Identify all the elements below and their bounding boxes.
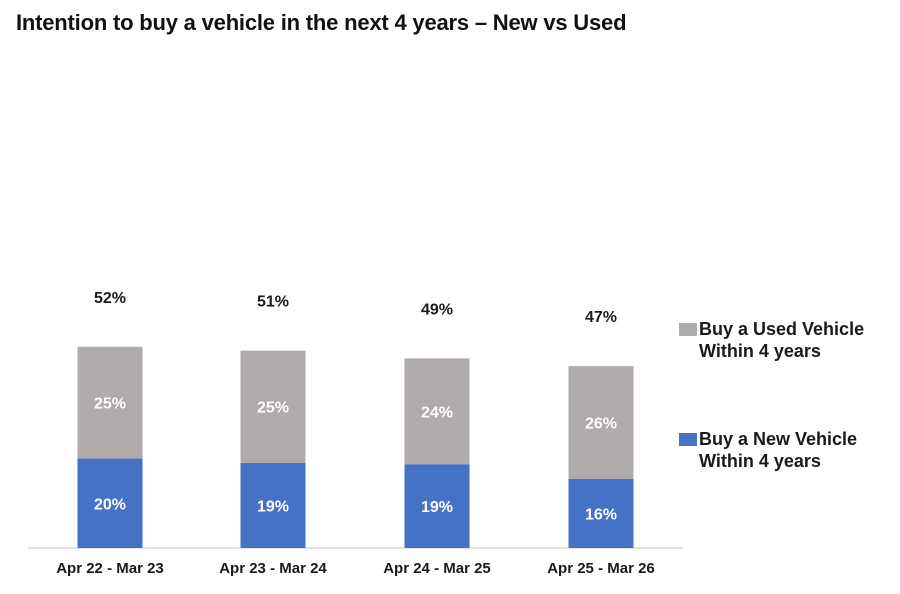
bar-new-2 xyxy=(240,462,306,548)
data-label-new-1: 20% xyxy=(94,496,126,513)
bar-used-3 xyxy=(404,358,470,465)
legend-label-new-line1: Buy a New Vehicle xyxy=(699,429,858,449)
legend-swatch-used xyxy=(679,323,697,336)
x-tick-label-3: Apr 24 - Mar 25 xyxy=(383,560,491,577)
legend-swatch-new xyxy=(679,433,697,446)
bar-new-1 xyxy=(77,458,143,548)
legend-label-used-line2: Within 4 years xyxy=(699,341,821,361)
bar-used-4 xyxy=(568,366,634,479)
data-label-used-4: 26% xyxy=(585,415,617,432)
bar-used-2 xyxy=(240,350,306,463)
total-label-1: 52% xyxy=(94,290,126,307)
x-tick-label-1: Apr 22 - Mar 23 xyxy=(56,560,164,577)
data-label-used-3: 24% xyxy=(421,404,453,421)
legend-item-used: Buy a Used Vehicle Within 4 years xyxy=(679,318,899,362)
bar-used-1 xyxy=(77,346,143,459)
total-label-2: 51% xyxy=(257,294,289,311)
data-label-new-4: 16% xyxy=(585,506,617,523)
total-label-3: 49% xyxy=(421,301,453,318)
bar-new-4 xyxy=(568,478,634,548)
data-label-new-3: 19% xyxy=(421,499,453,516)
data-label-used-1: 25% xyxy=(94,396,126,413)
bar-new-3 xyxy=(404,464,470,548)
x-tick-label-4: Apr 25 - Mar 26 xyxy=(547,560,655,577)
x-tick-label-2: Apr 23 - Mar 24 xyxy=(219,560,327,577)
chart-title: Intention to buy a vehicle in the next 4… xyxy=(16,10,627,35)
data-label-new-2: 19% xyxy=(257,498,289,515)
legend-item-new: Buy a New Vehicle Within 4 years xyxy=(679,428,899,472)
legend-label-used-line1: Buy a Used Vehicle xyxy=(699,319,865,339)
legend-label-new-line2: Within 4 years xyxy=(699,451,821,471)
data-label-used-2: 25% xyxy=(257,400,289,417)
legend: Buy a Used Vehicle Within 4 years Buy a … xyxy=(679,318,899,472)
total-label-4: 47% xyxy=(585,309,617,326)
